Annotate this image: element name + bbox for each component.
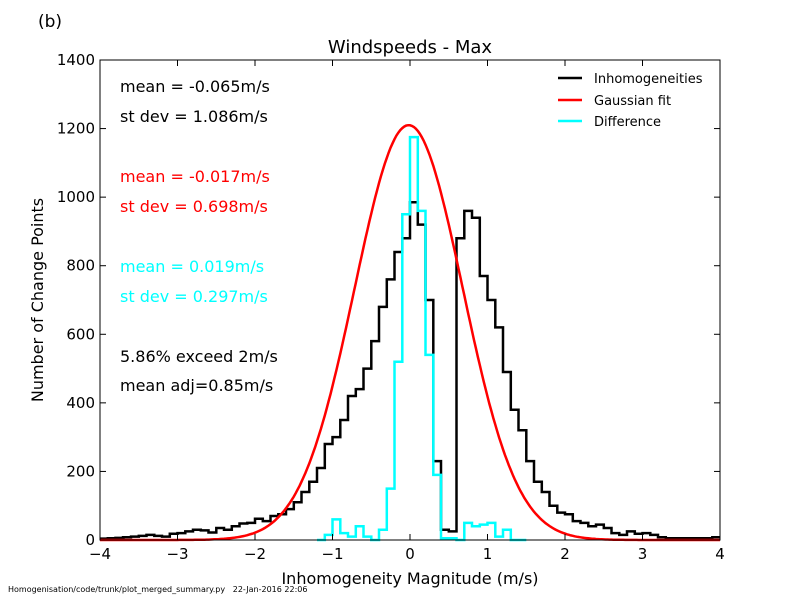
legend-label: Difference [594, 115, 661, 130]
legend-label: Gaussian fit [594, 94, 671, 109]
legend: Inhomogeneities Gaussian fit Difference [558, 72, 703, 130]
series-layer [100, 123, 720, 542]
x-tick-label: 4 [715, 545, 725, 563]
x-tick-label: −1 [321, 545, 343, 563]
stat-annotation: 5.86% exceed 2m/s [120, 347, 278, 366]
y-tick-label: 1000 [57, 188, 95, 206]
y-tick-label: 800 [66, 257, 95, 275]
y-tick-label: 200 [66, 462, 95, 480]
x-tick-label: 3 [638, 545, 648, 563]
stat-annotation: mean = -0.017m/s [120, 167, 270, 186]
stat-annotation: mean adj=0.85m/s [120, 376, 273, 395]
x-tick-label: −2 [244, 545, 266, 563]
x-axis-label: Inhomogeneity Magnitude (m/s) [281, 569, 538, 588]
x-tick-label: 2 [560, 545, 570, 563]
footer: Homogenisation/code/trunk/plot_merged_su… [8, 585, 307, 594]
y-tick-label: 0 [85, 531, 95, 549]
chart-title: Windspeeds - Max [328, 37, 492, 58]
annotations-layer: mean = -0.065m/s st dev = 1.086m/s mean = … [120, 77, 278, 395]
x-tick-label: 1 [483, 545, 493, 563]
stat-annotation: mean = -0.065m/s [120, 77, 270, 96]
y-tick-label: 600 [66, 325, 95, 343]
legend-label: Inhomogeneities [594, 72, 703, 87]
series-line-inhomogeneities [100, 201, 720, 540]
y-tick-label: 1200 [57, 120, 95, 138]
stat-annotation: st dev = 1.086m/s [120, 107, 268, 126]
x-tick-label: −4 [89, 545, 111, 563]
ticks-layer: −4 −3 −2 −1 0 1 2 3 4 0 200 400 600 800 1000 1200 1400 [57, 51, 725, 563]
x-tick-label: 0 [405, 545, 415, 563]
y-tick-label: 400 [66, 394, 95, 412]
stat-annotation: st dev = 0.698m/s [120, 197, 268, 216]
stat-annotation: st dev = 0.297m/s [120, 287, 268, 306]
series-line-difference [317, 135, 527, 542]
footer-path: Homogenisation/code/trunk/plot_merged_su… [8, 585, 226, 594]
y-tick-label: 1400 [57, 51, 95, 69]
stat-annotation: mean = 0.019m/s [120, 257, 264, 276]
y-axis-label: Number of Change Points [28, 198, 47, 402]
x-tick-label: −3 [166, 545, 188, 563]
footer-timestamp: 22-Jan-2016 22:06 [232, 585, 308, 594]
panel-label: (b) [38, 12, 63, 32]
